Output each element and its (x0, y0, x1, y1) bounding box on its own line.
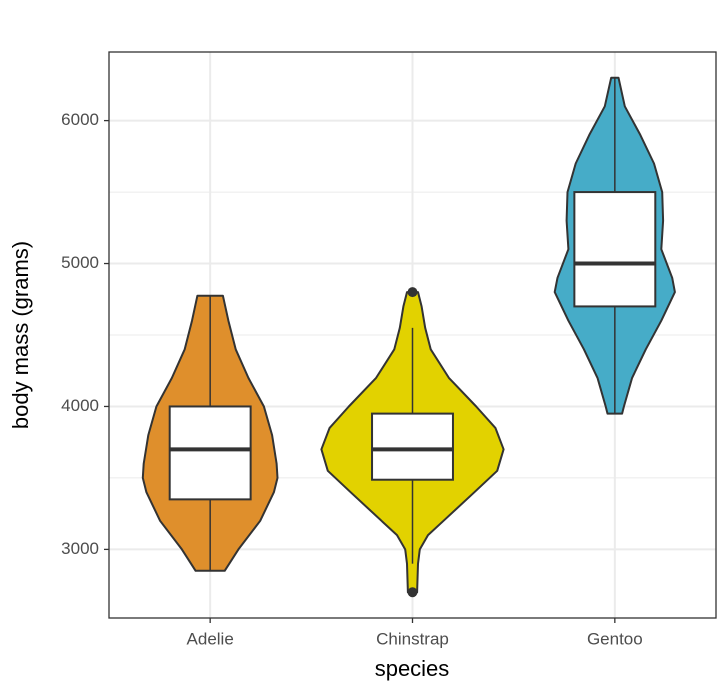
axes: 3000 4000 5000 6000 Adelie Chinstrap Gentoo (61, 110, 643, 648)
x-tick-label: Gentoo (587, 629, 643, 648)
y-tick-label: 5000 (61, 253, 99, 272)
box (168, 405, 252, 501)
y-axis-title: body mass (grams) (8, 241, 33, 429)
box (371, 412, 454, 481)
y-tick-label: 6000 (61, 110, 99, 129)
marks (141, 76, 676, 598)
box (573, 191, 657, 308)
x-tick-label: Adelie (187, 629, 234, 648)
x-tick-label: Chinstrap (376, 629, 449, 648)
y-tick-label: 4000 (61, 396, 99, 415)
outlier (407, 287, 418, 298)
x-axis-title: species (375, 656, 450, 681)
y-tick-label: 3000 (61, 539, 99, 558)
outlier (407, 587, 418, 598)
